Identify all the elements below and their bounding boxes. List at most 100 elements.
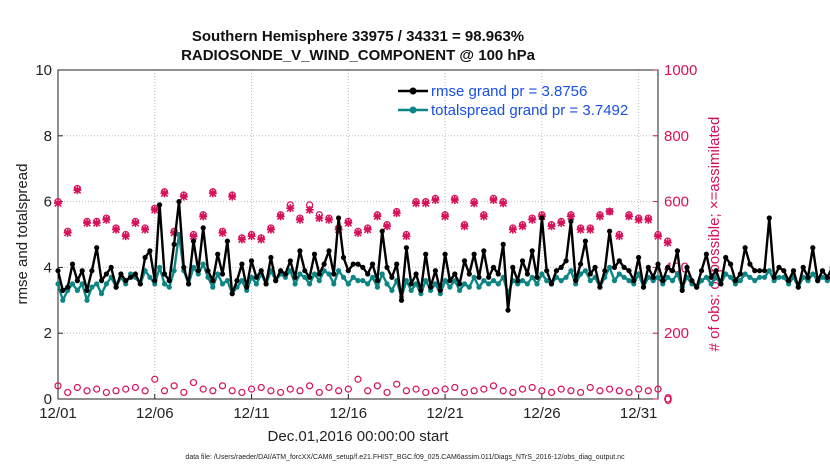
obs-possible-marker	[170, 382, 178, 390]
x-tick-label: 12/06	[136, 405, 174, 422]
totalspread-point	[476, 284, 482, 290]
totalspread-point	[69, 281, 76, 287]
obs-assimilated-marker	[605, 207, 614, 216]
obs-assimilated-marker	[383, 222, 392, 231]
rmse-point	[505, 307, 511, 313]
x-tick-label: 12/01	[39, 405, 77, 422]
obs-possible-marker	[518, 385, 527, 393]
obs-assimilated-marker	[528, 215, 537, 224]
obs-assimilated-marker	[479, 212, 488, 221]
obs-possible-marker	[141, 387, 149, 395]
totalspread-point	[461, 281, 468, 287]
rmse-point	[679, 287, 685, 293]
rmse-point	[694, 284, 700, 290]
rmse-point	[510, 264, 516, 270]
rmse-point	[810, 245, 816, 251]
obs-possible-marker	[431, 387, 440, 395]
totalspread-point	[74, 287, 80, 293]
rmse-point	[781, 268, 787, 274]
totalspread-point	[215, 271, 221, 277]
obs-possible-marker	[364, 387, 372, 395]
totalspread-point	[403, 278, 409, 284]
totalspread-point	[457, 287, 463, 293]
rmse-point	[374, 278, 380, 284]
obs-assimilated-marker	[586, 225, 595, 234]
obs-possible-marker	[635, 385, 643, 393]
totalspread-point	[539, 271, 545, 277]
totalspread-point	[607, 264, 613, 270]
rmse-point	[631, 278, 637, 284]
obs-assimilated-marker	[247, 232, 256, 241]
rmse-point	[345, 268, 351, 274]
rmse-point	[728, 261, 734, 267]
rmse-point	[147, 248, 153, 254]
rmse-point	[190, 238, 197, 244]
rmse-point	[592, 264, 598, 270]
rmse-point	[442, 251, 448, 257]
totalspread-point	[761, 274, 768, 280]
legend-rmse-marker	[409, 87, 417, 95]
obs-assimilated-marker	[102, 215, 111, 224]
totalspread-point	[481, 278, 487, 284]
totalspread-point	[408, 287, 414, 293]
rmse-point	[326, 248, 332, 254]
obs-possible-marker	[470, 387, 478, 395]
obs-possible-marker	[93, 385, 101, 393]
y-right-tick-label: 400	[664, 259, 689, 276]
totalspread-point	[544, 278, 550, 284]
rmse-point	[418, 287, 424, 293]
obs-possible-marker	[489, 382, 498, 390]
obs-possible-marker	[335, 387, 343, 395]
obs-possible-marker	[102, 388, 110, 397]
rmse-point	[616, 258, 622, 264]
totalspread-point	[248, 274, 255, 280]
rmse-point	[413, 271, 419, 277]
obs-assimilated-marker	[199, 212, 208, 221]
rmse-point	[360, 264, 366, 270]
totalspread-point	[578, 271, 584, 277]
totalspread-point	[190, 264, 197, 270]
obs-possible-marker	[218, 382, 227, 390]
rmse-point	[108, 264, 114, 270]
obs-possible-marker	[189, 378, 198, 387]
obs-assimilated-marker	[624, 212, 633, 221]
x-tick-label: 12/21	[426, 405, 464, 422]
totalspread-point	[384, 281, 390, 287]
obs-possible-marker	[112, 387, 120, 395]
totalspread-point	[737, 278, 743, 284]
rmse-point	[205, 268, 211, 274]
rmse-point	[568, 218, 574, 224]
obs-possible-marker	[509, 388, 517, 397]
totalspread-line	[56, 233, 830, 302]
rmse-point	[795, 284, 801, 290]
totalspread-point	[161, 281, 168, 287]
obs-possible-marker	[344, 385, 352, 393]
rmse-point	[486, 274, 492, 280]
totalspread-point	[442, 278, 448, 284]
x-tick-label: 12/31	[620, 405, 658, 422]
rmse-point	[65, 284, 71, 290]
totalspread-point	[810, 271, 816, 277]
obs-possible-marker	[122, 385, 130, 393]
totalspread-point	[766, 268, 772, 274]
obs-possible-marker	[257, 383, 265, 392]
totalspread-point	[253, 281, 259, 287]
obs-assimilated-marker	[286, 204, 295, 213]
totalspread-point	[345, 281, 351, 287]
obs-possible-marker	[296, 387, 304, 395]
obs-possible-marker	[247, 385, 256, 393]
rmse-point	[466, 271, 472, 277]
y-right-tick-label: 200	[664, 325, 689, 342]
rmse-point	[597, 284, 603, 290]
rmse-point	[790, 268, 797, 274]
rmse-point	[297, 248, 303, 254]
obs-possible-marker	[393, 380, 401, 388]
obs-possible-marker	[528, 383, 536, 392]
obs-assimilated-marker	[460, 222, 469, 231]
totalspread-point	[292, 281, 298, 287]
obs-possible-marker	[373, 382, 381, 390]
rmse-point	[650, 274, 656, 280]
rmse-point	[665, 264, 671, 270]
chart-subtitle: RADIOSONDE_V_WIND_COMPONENT @ 100 hPa	[181, 47, 536, 64]
obs-possible-marker	[131, 383, 140, 392]
